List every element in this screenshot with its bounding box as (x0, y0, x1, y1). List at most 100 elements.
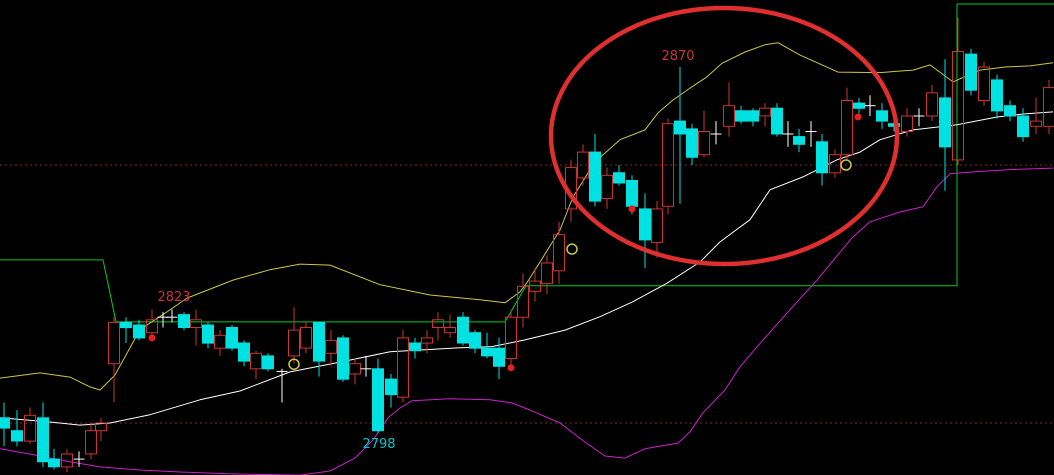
candle-body (759, 107, 771, 117)
up-candle (24, 407, 36, 444)
up-candle (1030, 97, 1042, 134)
candle-body (288, 329, 300, 357)
down-candle (226, 325, 238, 351)
candle-body (939, 97, 951, 148)
down-candle (37, 402, 49, 467)
down-candle (816, 134, 828, 186)
up-candle (214, 330, 226, 356)
candle-body (1043, 87, 1054, 127)
candle-body (876, 110, 888, 122)
candle-body (793, 136, 805, 145)
down-candle (313, 321, 325, 377)
signal-markers-layer (148, 113, 862, 372)
candle-body (651, 208, 663, 243)
price-label: 2798 (362, 437, 395, 452)
down-candle (939, 59, 951, 191)
candle-body (735, 110, 747, 122)
candle-body (190, 319, 202, 328)
candle-body (901, 115, 913, 132)
down-candle (876, 103, 888, 129)
candle-body (48, 458, 60, 468)
candle-body (686, 128, 698, 158)
up-candle (662, 118, 674, 214)
up-candle (517, 273, 529, 328)
down-candle (133, 319, 145, 341)
up-candle (541, 255, 553, 294)
candle-body (965, 53, 977, 91)
down-candle (1004, 100, 1016, 122)
candle-body (589, 151, 601, 202)
down-candle (457, 312, 469, 346)
candle-body (432, 319, 444, 328)
sell-signal-dot (854, 113, 862, 121)
candle-body (469, 332, 481, 349)
candle-body (146, 319, 158, 334)
candle-body (226, 327, 238, 349)
candle-body (61, 453, 73, 468)
candle-body (385, 378, 397, 396)
candle-body (577, 151, 589, 179)
candle-body (747, 110, 759, 122)
down-candle (178, 312, 190, 331)
up-candle (601, 167, 613, 209)
down-candle (409, 337, 421, 359)
candle-body (853, 102, 865, 109)
candle-body (1017, 115, 1029, 138)
candle-body (978, 66, 990, 101)
candle-body (517, 285, 529, 318)
candle-body (505, 316, 517, 360)
up-candle (759, 103, 771, 127)
sell-signal-dot (507, 364, 515, 372)
candle-body (626, 180, 638, 207)
up-candle (95, 417, 107, 442)
candle-body (120, 321, 132, 329)
down-candle (385, 374, 397, 408)
down-candle (48, 448, 60, 470)
candle-body (1030, 120, 1042, 127)
down-candle (674, 67, 686, 204)
up-candle (952, 17, 964, 165)
down-candle (991, 74, 1003, 119)
up-candle (841, 87, 853, 160)
doji-candle (73, 451, 85, 467)
up-candle (444, 314, 456, 338)
up-candle (432, 312, 444, 341)
up-candle (85, 423, 97, 460)
candle-body (698, 131, 710, 156)
doji-candle (276, 368, 288, 403)
up-candle (698, 110, 710, 158)
down-candle (589, 134, 601, 207)
down-candle (238, 340, 250, 367)
down-candle (1017, 108, 1029, 142)
candle-body (444, 327, 456, 334)
candle-body (841, 100, 853, 156)
doji-candle (360, 355, 372, 377)
candle-body (337, 337, 349, 380)
down-candle (11, 410, 23, 447)
up-candle (325, 330, 337, 367)
candle-body (723, 105, 735, 127)
down-candle (613, 165, 625, 186)
candle-body (541, 262, 553, 285)
down-candle (372, 358, 384, 434)
up-candle (250, 350, 262, 380)
candle-body (24, 414, 36, 442)
signal-circle (840, 159, 852, 171)
annotation-ellipse[interactable] (548, 5, 900, 267)
signal-circle (288, 358, 300, 370)
candle-body (262, 355, 274, 370)
down-candle (493, 337, 505, 380)
down-candle (469, 330, 481, 354)
candle-body (1004, 105, 1016, 117)
down-candle (639, 193, 651, 269)
candle-body (11, 430, 23, 442)
candle-body (493, 347, 505, 367)
price-label: 2870 (661, 49, 694, 64)
up-candle (421, 330, 433, 354)
down-candle (262, 353, 274, 372)
sell-signal-dot (148, 334, 156, 342)
doji-candle (864, 95, 876, 116)
candle-body (133, 324, 145, 339)
